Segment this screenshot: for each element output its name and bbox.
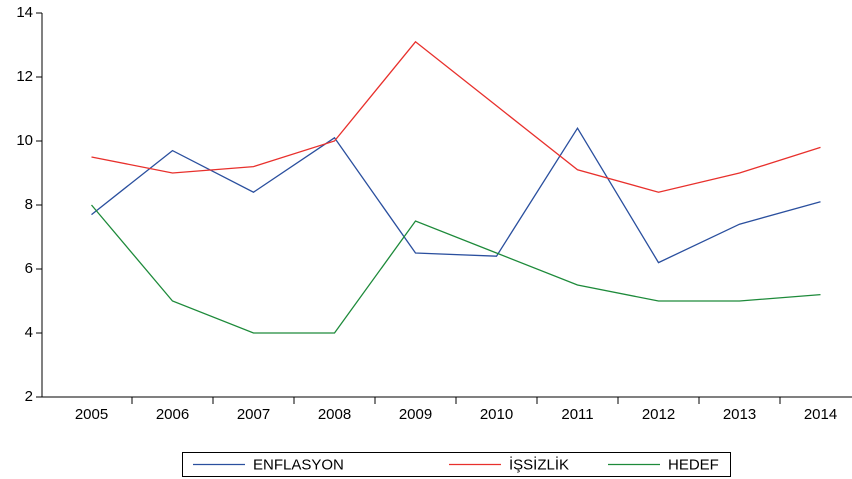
x-tick-label: 2006 — [156, 406, 189, 423]
y-tick-label: 2 — [25, 388, 33, 405]
y-tick-label: 8 — [25, 196, 33, 213]
x-tick-label: 2005 — [75, 406, 108, 423]
x-tick-label: 2011 — [561, 406, 593, 423]
y-tick-label: 4 — [25, 324, 33, 341]
x-tick-label: 2014 — [804, 406, 837, 423]
legend-box — [182, 452, 731, 477]
series-line — [91, 126, 821, 264]
x-tick-label: 2007 — [237, 406, 270, 423]
y-tick-label: 10 — [16, 132, 33, 149]
series-line — [91, 204, 821, 334]
legend-label: HEDEF — [668, 456, 719, 473]
x-tick-label: 2010 — [480, 406, 513, 423]
y-tick-label: 12 — [16, 68, 33, 85]
y-tick-label: 6 — [25, 260, 33, 277]
y-tick-label: 14 — [16, 4, 33, 21]
legend-label: ENFLASYON — [253, 456, 344, 473]
x-tick-label: 2008 — [318, 406, 351, 423]
x-tick-label: 2013 — [723, 406, 756, 423]
x-tick-label: 2009 — [399, 406, 432, 423]
legend-label: İŞSİZLİK — [509, 455, 569, 473]
series-line — [91, 40, 821, 193]
x-tick-label: 2012 — [642, 406, 675, 423]
